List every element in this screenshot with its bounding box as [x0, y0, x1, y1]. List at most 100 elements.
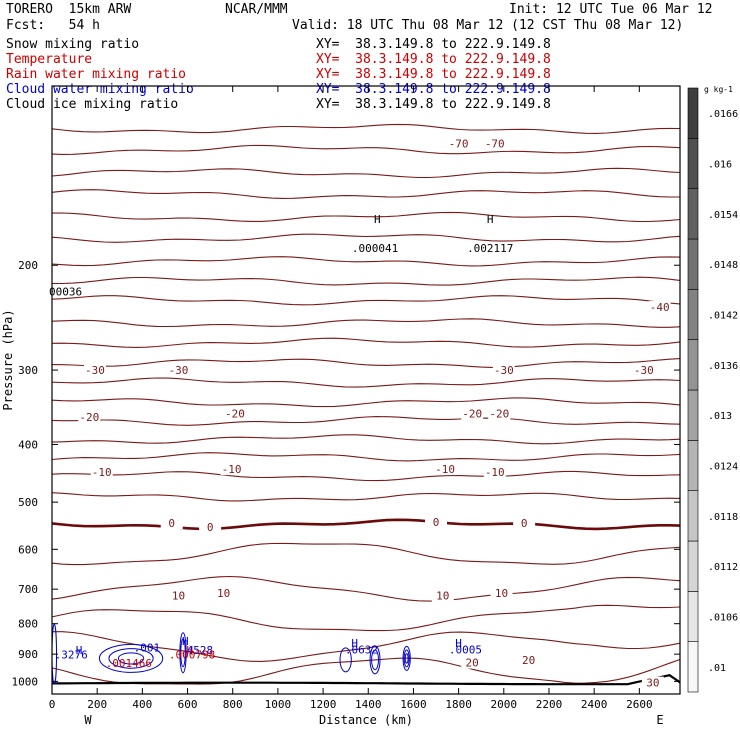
- temperature-contour-label: 0: [168, 517, 175, 530]
- contour-label-bg: [78, 411, 101, 424]
- temperature-contour-label: -20: [489, 408, 509, 421]
- isotherm-line: [51, 358, 681, 368]
- isotherm-line: [52, 276, 681, 286]
- x-tick-label: 2200: [536, 698, 563, 711]
- isotherm-line: [51, 167, 681, 179]
- x-tick-label: 1000: [265, 698, 292, 711]
- legend-snow: Snow mixing ratio: [6, 37, 140, 52]
- x-tick-label: 1200: [310, 698, 337, 711]
- colorbar-tick-label: .0124: [708, 462, 738, 473]
- y-tick-label: 1000: [12, 675, 39, 688]
- cloud-water-contour: [117, 652, 145, 665]
- isotherm-line: [51, 397, 681, 408]
- isotherm-line: [51, 318, 681, 328]
- extremum-label: H: [186, 644, 193, 657]
- colorbar-segment: [687, 389, 699, 441]
- y-tick-label: 900: [18, 648, 38, 661]
- x-tick-label: 200: [87, 698, 107, 711]
- isotherm-line: [51, 575, 681, 602]
- cloud-water-contour: [403, 649, 410, 668]
- colorbar-segment: [687, 289, 699, 340]
- colorbar-segment: [687, 490, 699, 542]
- valid-time: Valid: 18 UTC Thu 08 Mar 12 (12 CST Thu …: [292, 18, 684, 33]
- temperature-contour-label: -10: [222, 463, 242, 476]
- colorbar-segment: [687, 87, 699, 139]
- temperature-contour-label: -40: [650, 301, 670, 314]
- colorbar-units: g kg-1: [704, 85, 733, 94]
- legend-temperature: Temperature: [6, 52, 93, 67]
- forecast-hour: Fcst: 54 h: [6, 18, 100, 33]
- temperature-contour-label: -30: [494, 364, 514, 377]
- plot-frame: [51, 85, 681, 695]
- contour-label-bg: [167, 589, 190, 602]
- temperature-contour-label: 20: [522, 654, 535, 667]
- temperature-contour-label: 10: [217, 587, 230, 600]
- extremum-label: H: [76, 644, 83, 657]
- legend-rain: Rain water mixing ratio: [6, 67, 187, 82]
- extremum-label: .002117: [467, 242, 513, 255]
- contour-label-bg: [492, 364, 515, 377]
- temperature-contour-label: -20: [462, 408, 482, 421]
- isotherm-line: [51, 295, 681, 306]
- west-label: W: [84, 713, 92, 727]
- east-label: E: [656, 713, 663, 727]
- temperature-contour-label: -70: [449, 138, 469, 151]
- isotherm-line: [51, 211, 681, 223]
- temperature-contour-label: 0: [433, 516, 440, 529]
- isotherm-line: [52, 631, 681, 662]
- x-tick-label: 0: [49, 698, 56, 711]
- temperature-contour-label: -70: [485, 138, 505, 151]
- isotherm-line: [51, 189, 680, 199]
- temperature-contour-label: -10: [92, 466, 112, 479]
- temperature-contour-label: 10: [495, 587, 508, 600]
- colorbar-tick-label: .0112: [708, 562, 738, 573]
- colorbar-tick-label: .013: [708, 411, 732, 422]
- legend-cloud-ice: Cloud ice mixing ratio: [6, 97, 179, 112]
- colorbar-segment: [687, 339, 699, 391]
- contour-label-bg: [517, 653, 540, 666]
- contour-label-bg: [461, 656, 484, 669]
- colorbar-tick-label: .0142: [708, 311, 738, 322]
- isotherm-line: [51, 144, 681, 155]
- contour-label-bg: [167, 364, 190, 377]
- colorbar-tick-label: .0148: [708, 260, 738, 271]
- colorbar-segment: [687, 641, 699, 693]
- x-axis-title: Distance (km): [319, 713, 413, 727]
- temperature-contour-label: -10: [485, 466, 505, 479]
- extremum-label: H: [455, 637, 462, 650]
- y-tick-label: 800: [18, 618, 38, 631]
- cloud-water-contour: [402, 645, 411, 671]
- colorbar-tick-label: .0166: [708, 109, 738, 120]
- y-tick-label: 400: [18, 438, 38, 451]
- isotherm-line: [51, 604, 681, 632]
- extremum-label: H: [182, 635, 189, 648]
- y-tick-label: 600: [18, 543, 38, 556]
- colorbar-segment: [687, 591, 699, 642]
- init-time: Init: 12 UTC Tue 06 Mar 12: [509, 2, 713, 17]
- temperature-contour-label: -20: [79, 411, 99, 424]
- extremum-label: .000041: [352, 242, 398, 255]
- temperature-contour-label: 30: [646, 677, 659, 690]
- terrain-line: [52, 674, 681, 686]
- contour-label-bg: [160, 517, 183, 530]
- xy-cloud-ice: XY= 38.3.149.8 to 222.9.149.8: [316, 97, 551, 112]
- y-tick-label: 200: [18, 259, 38, 272]
- isotherm-line: [51, 470, 681, 482]
- contour-label-bg: [461, 407, 484, 420]
- temperature-contour-label: -30: [169, 364, 189, 377]
- xy-temperature: XY= 38.3.149.8 to 222.9.149.8: [316, 52, 551, 67]
- contour-label-bg: [632, 364, 655, 377]
- x-tick-label: 1800: [445, 698, 472, 711]
- colorbar-tick-label: .0118: [708, 512, 738, 523]
- colorbar-segment: [687, 138, 699, 189]
- isotherm-line: [51, 434, 681, 445]
- contour-label-bg: [483, 466, 506, 479]
- isotherm-line: [51, 123, 681, 134]
- temperature-contour-label: 10: [172, 590, 185, 603]
- isotherm-line: [51, 542, 681, 566]
- temperature-contour-label: -30: [634, 364, 654, 377]
- cloud-water-contour: [339, 647, 352, 673]
- contour-label-bg: [212, 586, 235, 599]
